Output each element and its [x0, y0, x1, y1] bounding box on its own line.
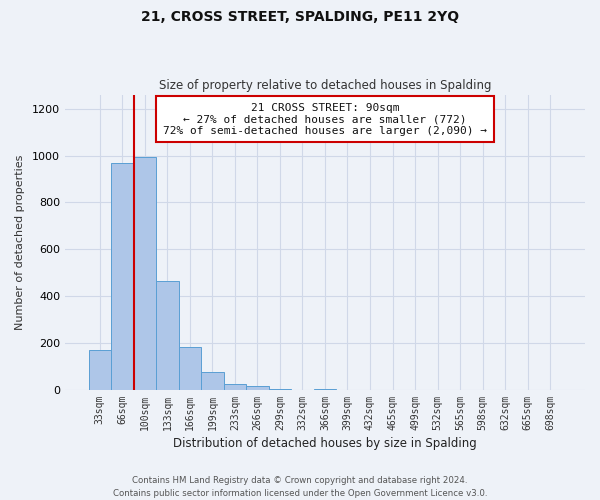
Bar — [201, 372, 224, 390]
Bar — [246, 386, 269, 390]
Title: Size of property relative to detached houses in Spalding: Size of property relative to detached ho… — [159, 79, 491, 92]
Text: 21, CROSS STREET, SPALDING, PE11 2YQ: 21, CROSS STREET, SPALDING, PE11 2YQ — [141, 10, 459, 24]
Bar — [269, 389, 291, 390]
Bar — [314, 389, 336, 390]
Bar — [156, 281, 179, 390]
X-axis label: Distribution of detached houses by size in Spalding: Distribution of detached houses by size … — [173, 437, 477, 450]
Text: 21 CROSS STREET: 90sqm
← 27% of detached houses are smaller (772)
72% of semi-de: 21 CROSS STREET: 90sqm ← 27% of detached… — [163, 102, 487, 136]
Bar — [179, 346, 201, 390]
Bar — [134, 156, 156, 390]
Bar — [111, 162, 134, 390]
Text: Contains HM Land Registry data © Crown copyright and database right 2024.
Contai: Contains HM Land Registry data © Crown c… — [113, 476, 487, 498]
Y-axis label: Number of detached properties: Number of detached properties — [15, 154, 25, 330]
Bar — [89, 350, 111, 390]
Bar — [224, 384, 246, 390]
